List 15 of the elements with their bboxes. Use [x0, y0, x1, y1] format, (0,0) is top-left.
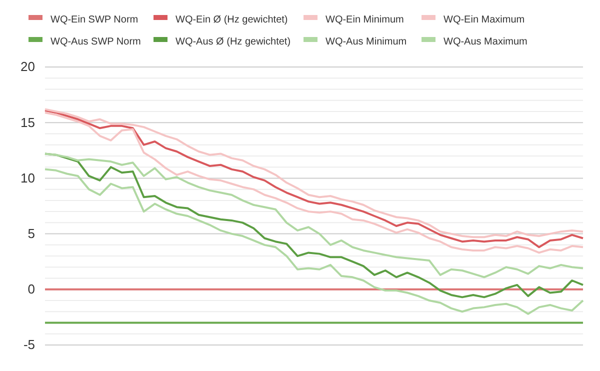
y-tick-label: 20: [20, 59, 35, 74]
line-series: [44, 168, 584, 315]
y-tick-label: 5: [28, 226, 35, 241]
legend-label: WQ-Ein Minimum: [326, 14, 404, 26]
y-tick-label: -5: [23, 337, 35, 352]
y-tick-label: 15: [20, 114, 35, 130]
legend-label: WQ-Aus Maximum: [444, 36, 528, 48]
legend-label: WQ-Ein Ø (Hz gewichtet): [176, 14, 288, 26]
legend-label: WQ-Aus Ø (Hz gewichtet): [176, 36, 291, 48]
legend-label: WQ-Ein Maximum: [444, 14, 525, 26]
legend-label: WQ-Aus SWP Norm: [50, 36, 141, 48]
y-tick-label: 10: [20, 170, 35, 186]
legend-label: WQ-Aus Minimum: [326, 36, 407, 48]
y-tick-label: 0: [28, 282, 35, 297]
legend-label: WQ-Ein SWP Norm: [50, 14, 138, 26]
